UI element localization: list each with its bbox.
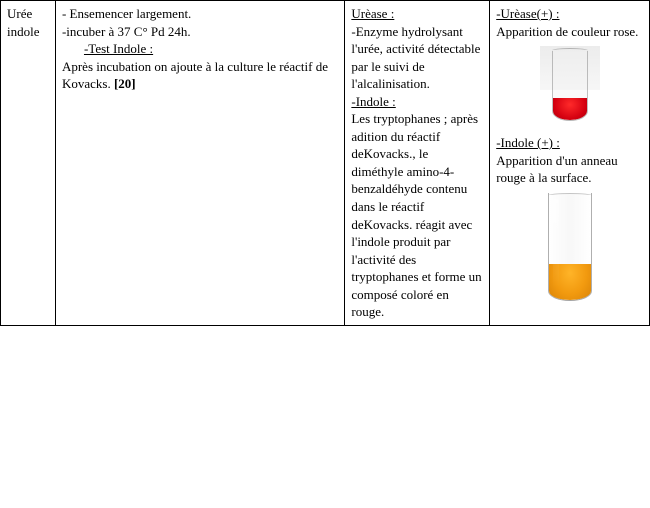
text-line: Urée [7,6,32,21]
subheading-indole: -Indole : [351,93,483,111]
cell-protocol: - Ensemencer largement. -incuber à 37 C°… [55,1,344,326]
tube-indole-positive-illustration [534,193,606,303]
text-span: Après incubation on ajoute à la culture … [62,59,328,92]
text-paragraph: Après incubation on ajoute à la culture … [62,58,338,93]
text-paragraph: -Enzyme hydrolysant l'urée, activité dét… [351,23,483,93]
result-heading-indole-positive: -Indole (+) : [496,135,560,150]
table-row: Urée indole - Ensemencer largement. -inc… [1,1,650,326]
text-paragraph: Les tryptophanes ; après adition du réac… [351,110,483,321]
reference-citation: [20] [114,76,136,91]
tube-urease-positive-illustration [540,46,600,126]
text-paragraph: Apparition d'un anneau rouge à la surfac… [496,152,643,187]
text-paragraph: Apparition de couleur rose. [496,23,643,41]
text-line: -incuber à 37 C° Pd 24h. [62,23,338,41]
cell-test-name: Urée indole [1,1,56,326]
tube-shine [553,199,559,289]
biochem-test-table: Urée indole - Ensemencer largement. -inc… [0,0,650,326]
subheading-test-indole: -Test Indole : [62,40,153,58]
cell-result: -Urèase(+) : Apparition de couleur rose.… [490,1,650,326]
result-heading-urease-positive: -Urèase(+) : [496,6,559,21]
tube-glass [552,51,588,121]
text-line: indole [7,24,40,39]
subheading-urease: Urèase : [351,5,483,23]
cell-principle: Urèase : -Enzyme hydrolysant l'urée, act… [345,1,490,326]
text-line: - Ensemencer largement. [62,5,338,23]
tube-liquid-red [553,98,587,120]
